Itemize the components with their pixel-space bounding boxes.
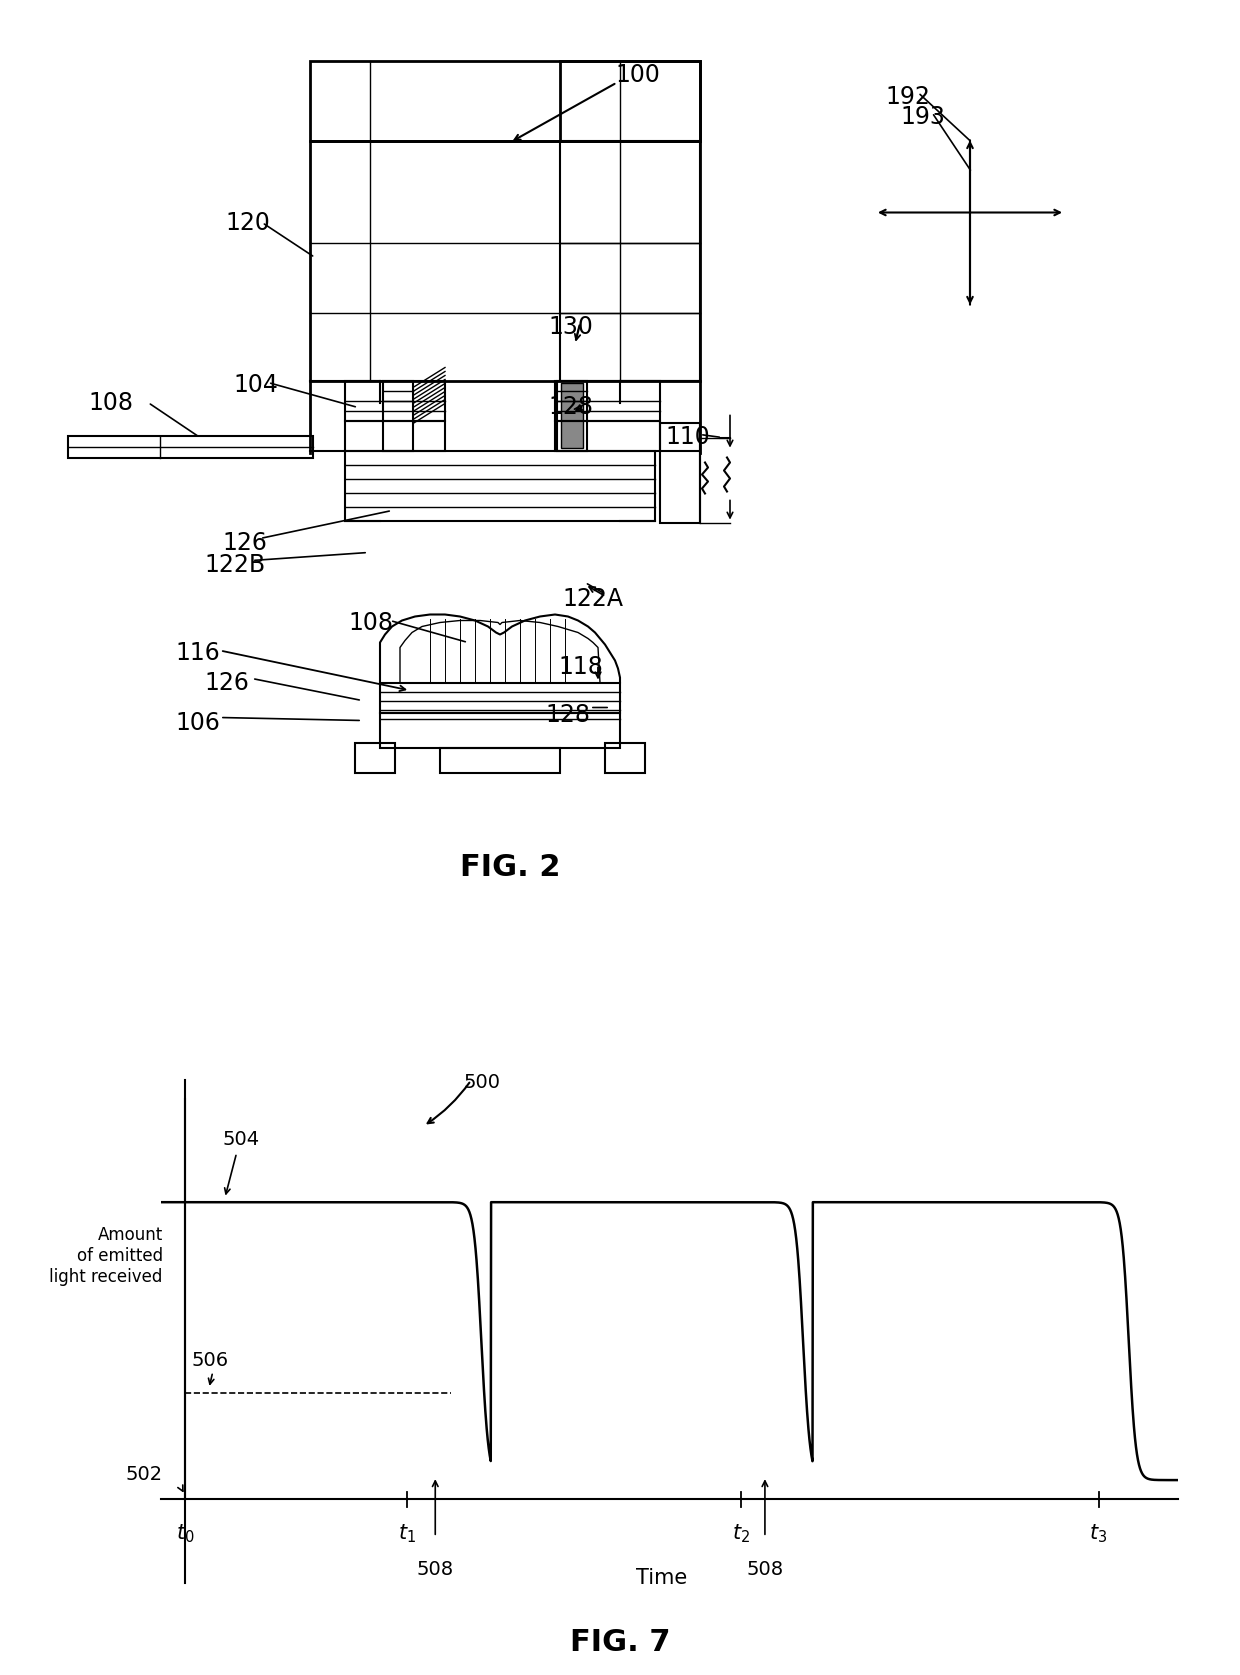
- Text: $t_2$: $t_2$: [732, 1523, 750, 1544]
- Text: 108: 108: [88, 390, 133, 414]
- Text: 108: 108: [348, 610, 393, 635]
- Text: Amount
of emitted
light received: Amount of emitted light received: [50, 1226, 162, 1285]
- Bar: [556, 420, 660, 451]
- Bar: [383, 380, 413, 451]
- Text: $t_0$: $t_0$: [176, 1523, 195, 1544]
- Bar: [556, 380, 660, 420]
- Text: 504: 504: [222, 1131, 259, 1149]
- Bar: [379, 682, 620, 712]
- Bar: [310, 141, 701, 380]
- Text: 128: 128: [546, 702, 590, 727]
- Bar: [355, 742, 396, 772]
- Text: 508: 508: [417, 1559, 454, 1580]
- Text: $t_1$: $t_1$: [398, 1523, 417, 1544]
- Bar: [560, 382, 583, 447]
- Text: 502: 502: [125, 1466, 162, 1484]
- Bar: [345, 451, 655, 521]
- Text: 100: 100: [615, 62, 660, 87]
- Text: 122A: 122A: [562, 588, 622, 611]
- Text: 192: 192: [885, 84, 930, 109]
- Text: 116: 116: [175, 640, 219, 665]
- Text: 193: 193: [900, 104, 945, 129]
- Bar: [440, 747, 560, 772]
- Text: 508: 508: [746, 1559, 784, 1580]
- Bar: [557, 380, 587, 451]
- Bar: [560, 382, 583, 447]
- Text: 130: 130: [548, 315, 593, 338]
- Bar: [379, 712, 620, 747]
- Text: 128: 128: [548, 395, 593, 419]
- Text: Time: Time: [636, 1568, 687, 1588]
- Text: 500: 500: [463, 1072, 500, 1092]
- Bar: [345, 420, 445, 451]
- Text: 104: 104: [233, 372, 278, 397]
- Bar: [560, 141, 701, 380]
- Bar: [310, 60, 701, 141]
- Bar: [660, 422, 701, 523]
- Text: 110: 110: [665, 424, 709, 449]
- Text: 118: 118: [558, 655, 603, 678]
- Text: $t_3$: $t_3$: [1090, 1523, 1107, 1544]
- Bar: [605, 742, 645, 772]
- Text: 126: 126: [222, 531, 267, 554]
- Text: FIG. 2: FIG. 2: [460, 853, 560, 881]
- Bar: [560, 60, 701, 141]
- Text: 122B: 122B: [205, 553, 265, 576]
- Text: FIG. 7: FIG. 7: [569, 1628, 671, 1657]
- Text: 126: 126: [205, 670, 249, 695]
- Bar: [345, 380, 445, 420]
- Bar: [68, 436, 312, 457]
- Text: 506: 506: [191, 1350, 228, 1370]
- Text: 120: 120: [224, 211, 270, 235]
- Text: 106: 106: [175, 710, 219, 735]
